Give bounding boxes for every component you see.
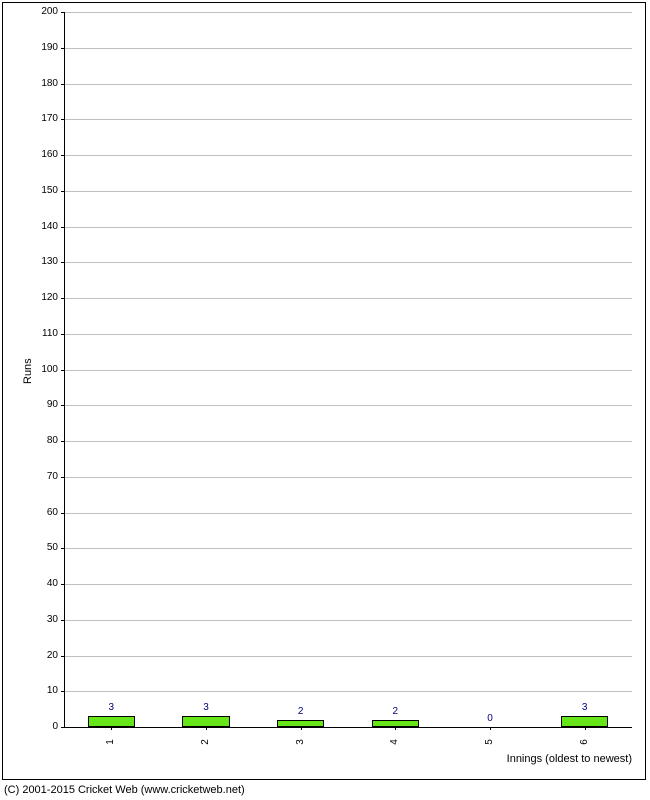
gridline <box>64 298 632 299</box>
x-tick-mark <box>585 727 586 730</box>
gridline <box>64 656 632 657</box>
gridline <box>64 691 632 692</box>
y-tick-label: 10 <box>34 686 58 696</box>
y-tick-label: 80 <box>34 436 58 446</box>
x-tick-mark <box>490 727 491 730</box>
y-axis-label: Runs <box>22 358 34 384</box>
bar <box>372 720 419 727</box>
bar-value-label: 2 <box>286 707 316 717</box>
gridline <box>64 84 632 85</box>
gridline <box>64 262 632 263</box>
x-tick-mark <box>206 727 207 730</box>
x-tick-label: 2 <box>201 737 211 747</box>
bar <box>277 720 324 727</box>
y-tick-label: 190 <box>34 43 58 53</box>
y-axis-line <box>64 12 65 727</box>
gridline <box>64 334 632 335</box>
y-tick-label: 20 <box>34 651 58 661</box>
x-axis-label: Innings (oldest to newest) <box>507 753 632 765</box>
gridline <box>64 584 632 585</box>
gridline <box>64 477 632 478</box>
gridline <box>64 227 632 228</box>
plot-area <box>64 12 632 727</box>
bar-value-label: 3 <box>96 703 126 713</box>
y-tick-label: 100 <box>34 365 58 375</box>
bar <box>88 716 135 727</box>
gridline <box>64 370 632 371</box>
gridline <box>64 119 632 120</box>
y-tick-label: 40 <box>34 579 58 589</box>
bar-value-label: 3 <box>570 703 600 713</box>
y-tick-label: 70 <box>34 472 58 482</box>
x-tick-mark <box>111 727 112 730</box>
chart-container: Runs Innings (oldest to newest) (C) 2001… <box>0 0 650 800</box>
x-tick-label: 1 <box>106 737 116 747</box>
x-tick-label: 5 <box>485 737 495 747</box>
y-tick-label: 50 <box>34 543 58 553</box>
gridline <box>64 513 632 514</box>
gridline <box>64 155 632 156</box>
bar-value-label: 0 <box>475 714 505 724</box>
gridline <box>64 48 632 49</box>
y-tick-label: 60 <box>34 508 58 518</box>
y-tick-label: 30 <box>34 615 58 625</box>
x-tick-mark <box>395 727 396 730</box>
bar-value-label: 2 <box>380 707 410 717</box>
y-tick-label: 140 <box>34 222 58 232</box>
x-tick-label: 4 <box>390 737 400 747</box>
x-tick-label: 3 <box>296 737 306 747</box>
y-tick-label: 150 <box>34 186 58 196</box>
bar-value-label: 3 <box>191 703 221 713</box>
y-tick-label: 90 <box>34 400 58 410</box>
gridline <box>64 191 632 192</box>
x-tick-mark <box>301 727 302 730</box>
y-tick-label: 130 <box>34 257 58 267</box>
y-tick-label: 110 <box>34 329 58 339</box>
y-tick-label: 120 <box>34 293 58 303</box>
copyright-text: (C) 2001-2015 Cricket Web (www.cricketwe… <box>4 784 245 796</box>
bar <box>182 716 229 727</box>
gridline <box>64 441 632 442</box>
gridline <box>64 405 632 406</box>
y-tick-label: 160 <box>34 150 58 160</box>
x-tick-label: 6 <box>580 737 590 747</box>
y-tick-label: 0 <box>34 722 58 732</box>
x-axis-line <box>64 727 632 728</box>
y-tick-label: 170 <box>34 114 58 124</box>
gridline <box>64 548 632 549</box>
gridline <box>64 12 632 13</box>
bar <box>561 716 608 727</box>
y-tick-label: 200 <box>34 7 58 17</box>
y-tick-label: 180 <box>34 79 58 89</box>
gridline <box>64 620 632 621</box>
